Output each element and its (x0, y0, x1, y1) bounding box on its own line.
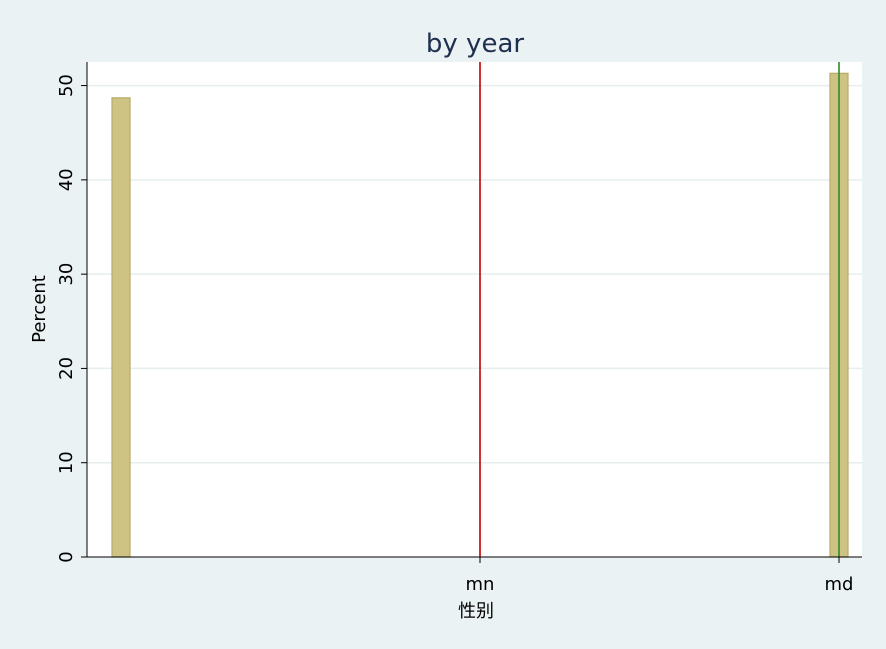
y-tick-label: 50 (56, 74, 77, 97)
bars (111, 72, 849, 558)
axes: 0 10 20 30 40 50 mn md (56, 62, 862, 595)
histogram-bar (111, 97, 131, 558)
grid-lines (87, 84, 862, 464)
y-tick-label: 40 (56, 168, 77, 191)
reference-lines (479, 62, 840, 557)
y-tick-label: 10 (56, 451, 77, 474)
y-tick-label: 20 (56, 357, 77, 380)
y-tick-label: 30 (56, 263, 77, 286)
y-axis-label: Percent (29, 275, 50, 343)
x-tick-label: mn (466, 574, 495, 595)
x-axis-label: 性别 (458, 601, 494, 622)
plot-area (87, 62, 862, 557)
x-tick-label: md (825, 574, 854, 595)
y-tick-label: 0 (56, 551, 77, 562)
chart-title: by year (426, 29, 524, 59)
